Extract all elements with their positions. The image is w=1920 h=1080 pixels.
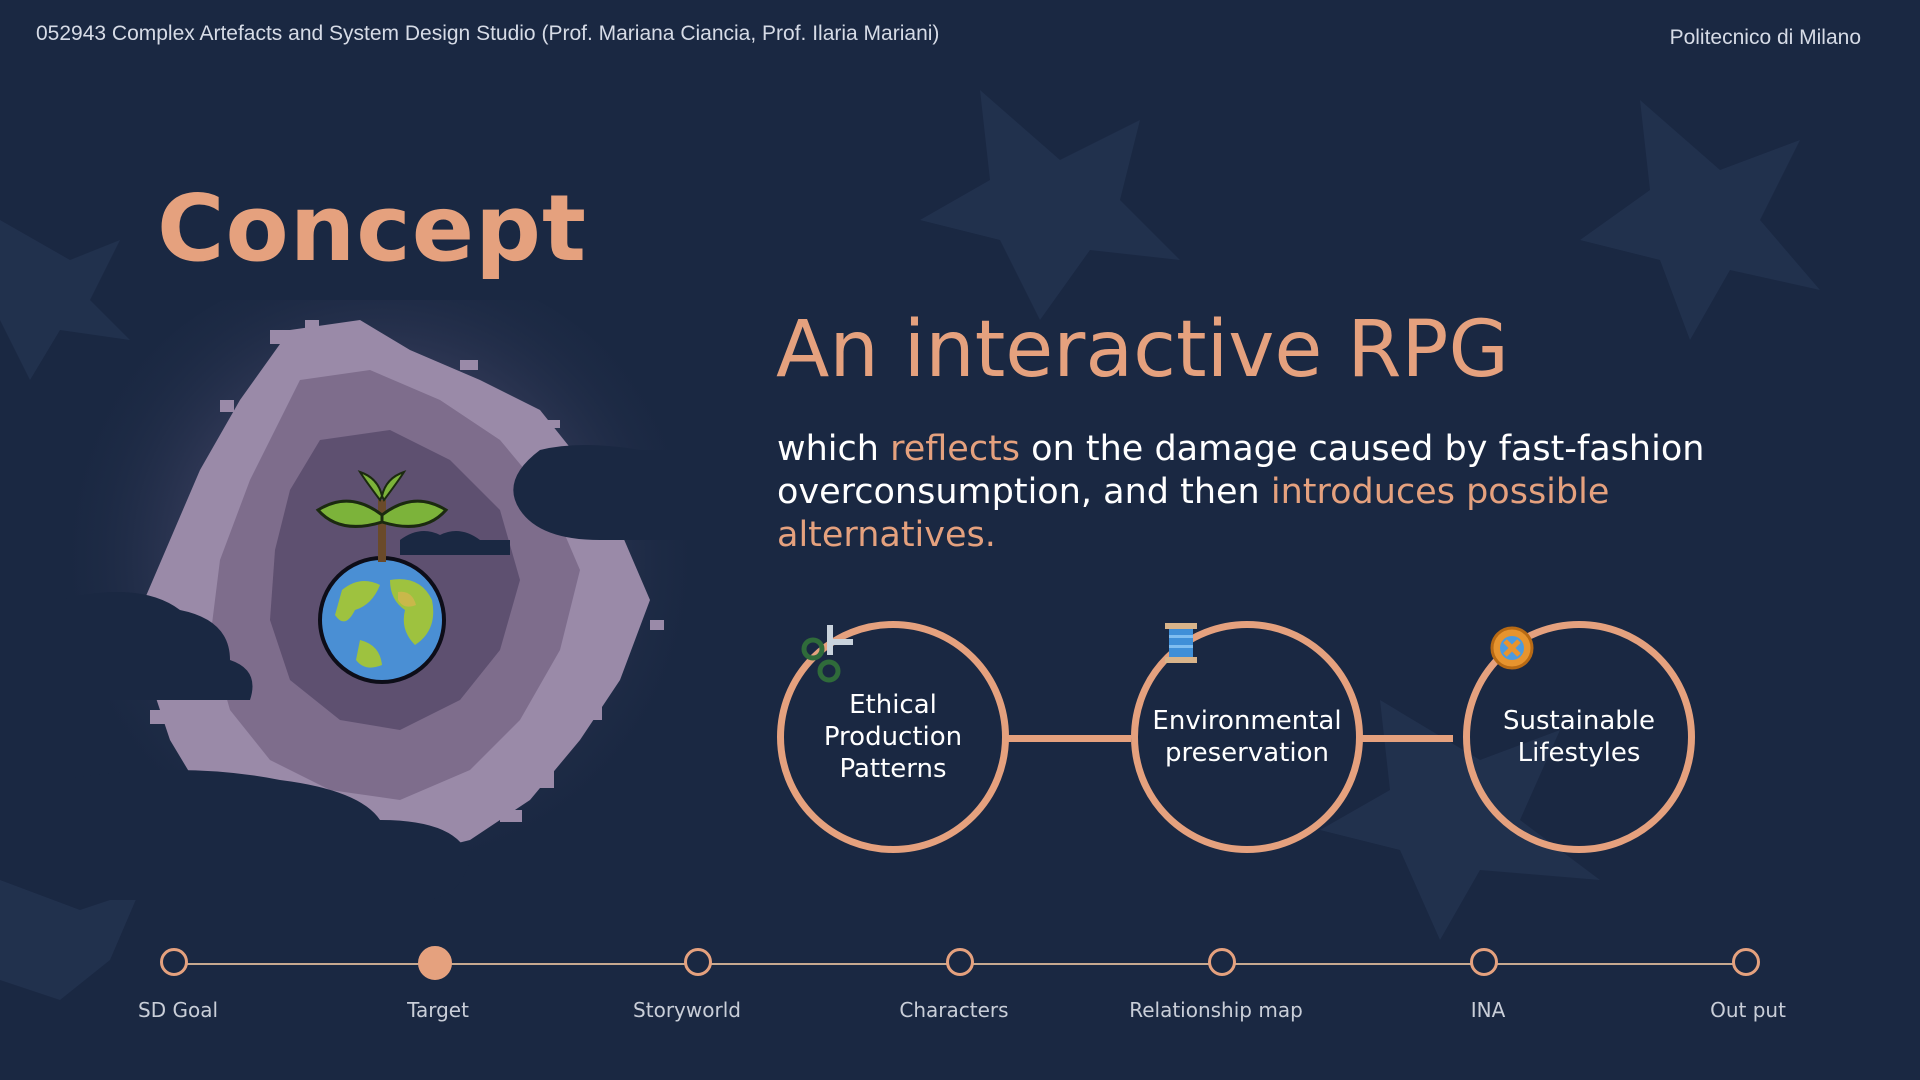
pillar-label: Sustainable Lifestyles (1502, 706, 1655, 768)
timeline-dot-output[interactable] (1732, 948, 1760, 976)
institution-name: Politecnico di Milano (1669, 26, 1861, 49)
timeline-label-storyworld[interactable]: Storyworld (633, 998, 741, 1022)
timeline-dot-storyworld[interactable] (684, 948, 712, 976)
pillar-label: Ethical Production Patterns (823, 690, 963, 784)
description-text-1: which (777, 429, 891, 469)
button-icon (1490, 626, 1534, 670)
timeline-label-output[interactable]: Out put (1710, 998, 1786, 1022)
timeline-label-sd-goal[interactable]: SD Goal (138, 998, 218, 1022)
pillar-connector-1 (1005, 735, 1131, 742)
timeline-dot-characters[interactable] (946, 948, 974, 976)
pillar-ethical-production: Ethical Production Patterns (777, 621, 1009, 853)
pillar-connector-2 (1359, 735, 1453, 742)
course-title: 052943 Complex Artefacts and System Desi… (36, 22, 940, 45)
slide-title: Concept (157, 175, 587, 282)
scissors-icon (801, 625, 853, 683)
timeline-dot-ina[interactable] (1470, 948, 1498, 976)
description-highlight-1: reflects (890, 429, 1021, 469)
timeline-label-characters[interactable]: Characters (899, 998, 1009, 1022)
pillars-diagram: Ethical Production Patterns Environmenta… (775, 615, 1715, 865)
timeline-dot-relationship-map[interactable] (1208, 948, 1236, 976)
description: which reflects on the damage caused by f… (777, 428, 1777, 557)
pillar-sustainable-lifestyles: Sustainable Lifestyles (1463, 621, 1695, 853)
sprout (315, 470, 449, 562)
earth-globe (318, 556, 446, 684)
pillar-environmental-preservation: Environmental preservation (1131, 621, 1363, 853)
timeline-dot-sd-goal[interactable] (160, 948, 188, 976)
description-text-2: on the damage caused by fast-fashion ove… (777, 429, 1705, 512)
timeline-label-relationship-map[interactable]: Relationship map (1129, 998, 1303, 1022)
timeline-label-target[interactable]: Target (407, 998, 469, 1022)
clouds (60, 445, 760, 900)
headline: An interactive RPG (776, 305, 1509, 395)
earth-illustration (60, 300, 760, 920)
thread-spool-icon (1165, 623, 1197, 663)
description-highlight-2: introduces possible alternatives. (777, 472, 1610, 555)
pillar-label: Environmental preservation (1152, 706, 1342, 768)
timeline-dot-target[interactable] (418, 946, 452, 980)
timeline-label-ina[interactable]: INA (1470, 998, 1506, 1022)
